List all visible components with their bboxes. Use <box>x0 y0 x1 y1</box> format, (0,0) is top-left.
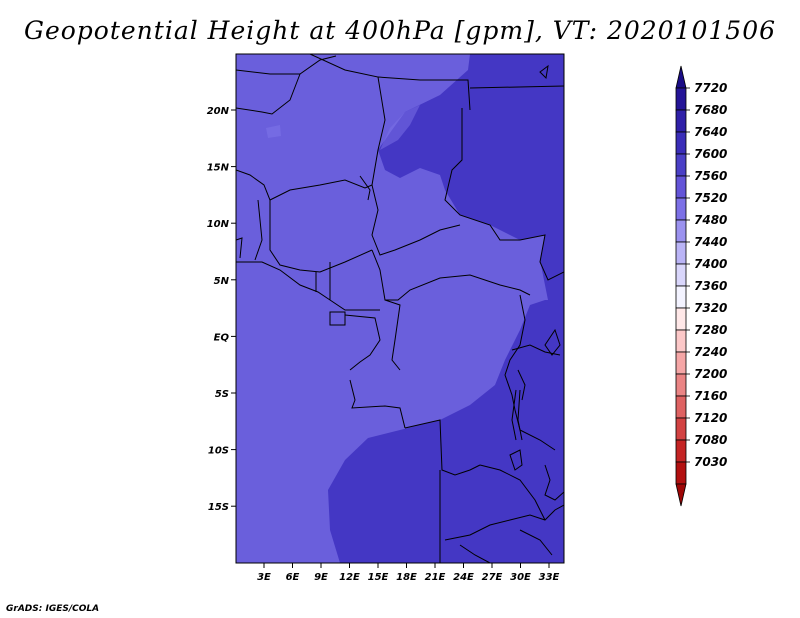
colorbar-bottom-arrow <box>675 483 687 507</box>
lat-tick-label: 20N <box>207 106 230 117</box>
colorbar: 7720 7680 7640 7600 7560 7520 7480 7440 7400 7360… <box>675 65 727 507</box>
colorbar-label: 7520 <box>694 191 727 205</box>
colorbar-swatch <box>675 87 687 111</box>
lat-tick-label: 15N <box>207 163 230 174</box>
height-band-7600-east <box>378 54 564 300</box>
colorbar-swatch <box>675 131 687 155</box>
colorbar-label: 7080 <box>694 433 727 447</box>
lon-tick-label: 30E <box>510 572 531 583</box>
lon-tick-label: 18E <box>396 572 417 583</box>
lon-tick-label: 27E <box>482 572 503 583</box>
colorbar-swatch <box>675 417 687 441</box>
lon-tick-label: 15E <box>368 572 389 583</box>
lat-tick-label: 10S <box>208 446 229 457</box>
lon-tick-label: 3E <box>257 572 271 583</box>
colorbar-swatch <box>675 351 687 375</box>
height-band-7560-streak <box>380 105 420 150</box>
colorbar-swatch <box>675 197 687 221</box>
colorbar-label: 7680 <box>694 103 727 117</box>
lon-tick-label: 24E <box>453 572 474 583</box>
colorbar-swatch <box>675 263 687 287</box>
colorbar-label: 7480 <box>694 213 727 227</box>
lat-tick-label: 10N <box>207 219 230 230</box>
colorbar-swatch <box>675 461 687 485</box>
lon-tick-label: 33E <box>539 572 560 583</box>
colorbar-swatch <box>675 219 687 243</box>
colorbar-swatch <box>675 307 687 331</box>
colorbar-swatch <box>675 395 687 419</box>
height-band-7600-south <box>328 300 564 563</box>
colorbar-swatch <box>675 439 687 463</box>
colorbar-label: 7030 <box>694 455 727 469</box>
lat-tick-label: 5N <box>214 276 230 287</box>
colorbar-label: 7400 <box>694 257 727 271</box>
lat-tick-label: EQ <box>214 332 230 343</box>
colorbar-label: 7360 <box>694 279 727 293</box>
lon-tick-label: 6E <box>286 572 300 583</box>
colorbar-swatch <box>675 175 687 199</box>
colorbar-label: 7240 <box>694 345 727 359</box>
colorbar-swatch <box>675 373 687 397</box>
map-frame <box>235 53 565 564</box>
colorbar-label: 7160 <box>694 389 727 403</box>
lat-tick-label: 15S <box>208 502 229 513</box>
colorbar-label: 7560 <box>694 169 727 183</box>
colorbar-swatch <box>675 285 687 309</box>
light-patch-west <box>266 125 281 138</box>
colorbar-swatch <box>675 153 687 177</box>
colorbar-label: 7440 <box>694 235 727 249</box>
colorbar-top-arrow <box>675 65 687 89</box>
colorbar-swatch <box>675 241 687 265</box>
chart-title: Geopotential Height at 400hPa [gpm], VT:… <box>23 16 777 45</box>
colorbar-label: 7640 <box>694 125 727 139</box>
colorbar-label: 7120 <box>694 411 727 425</box>
lat-tick-label: 5S <box>215 389 229 400</box>
longitude-axis: 3E 6E 9E 12E 15E 18E 21E 24E 27E 30E 33E <box>257 563 560 583</box>
colorbar-label: 7280 <box>694 323 727 337</box>
lon-tick-label: 21E <box>425 572 446 583</box>
colorbar-label: 7200 <box>694 367 727 381</box>
country-borders <box>236 54 564 563</box>
colorbar-label: 7320 <box>694 301 727 315</box>
map-panel <box>236 54 564 563</box>
latitude-axis: 20N 15N 10N 5N EQ 5S 10S 15S <box>207 106 236 513</box>
colorbar-label: 7600 <box>694 147 727 161</box>
colorbar-swatch <box>675 109 687 133</box>
colorbar-label: 7720 <box>694 81 727 95</box>
credit-label: GrADS: IGES/COLA <box>6 604 100 614</box>
colorbar-swatch <box>675 329 687 353</box>
lon-tick-label: 12E <box>339 572 360 583</box>
lon-tick-label: 9E <box>314 572 328 583</box>
